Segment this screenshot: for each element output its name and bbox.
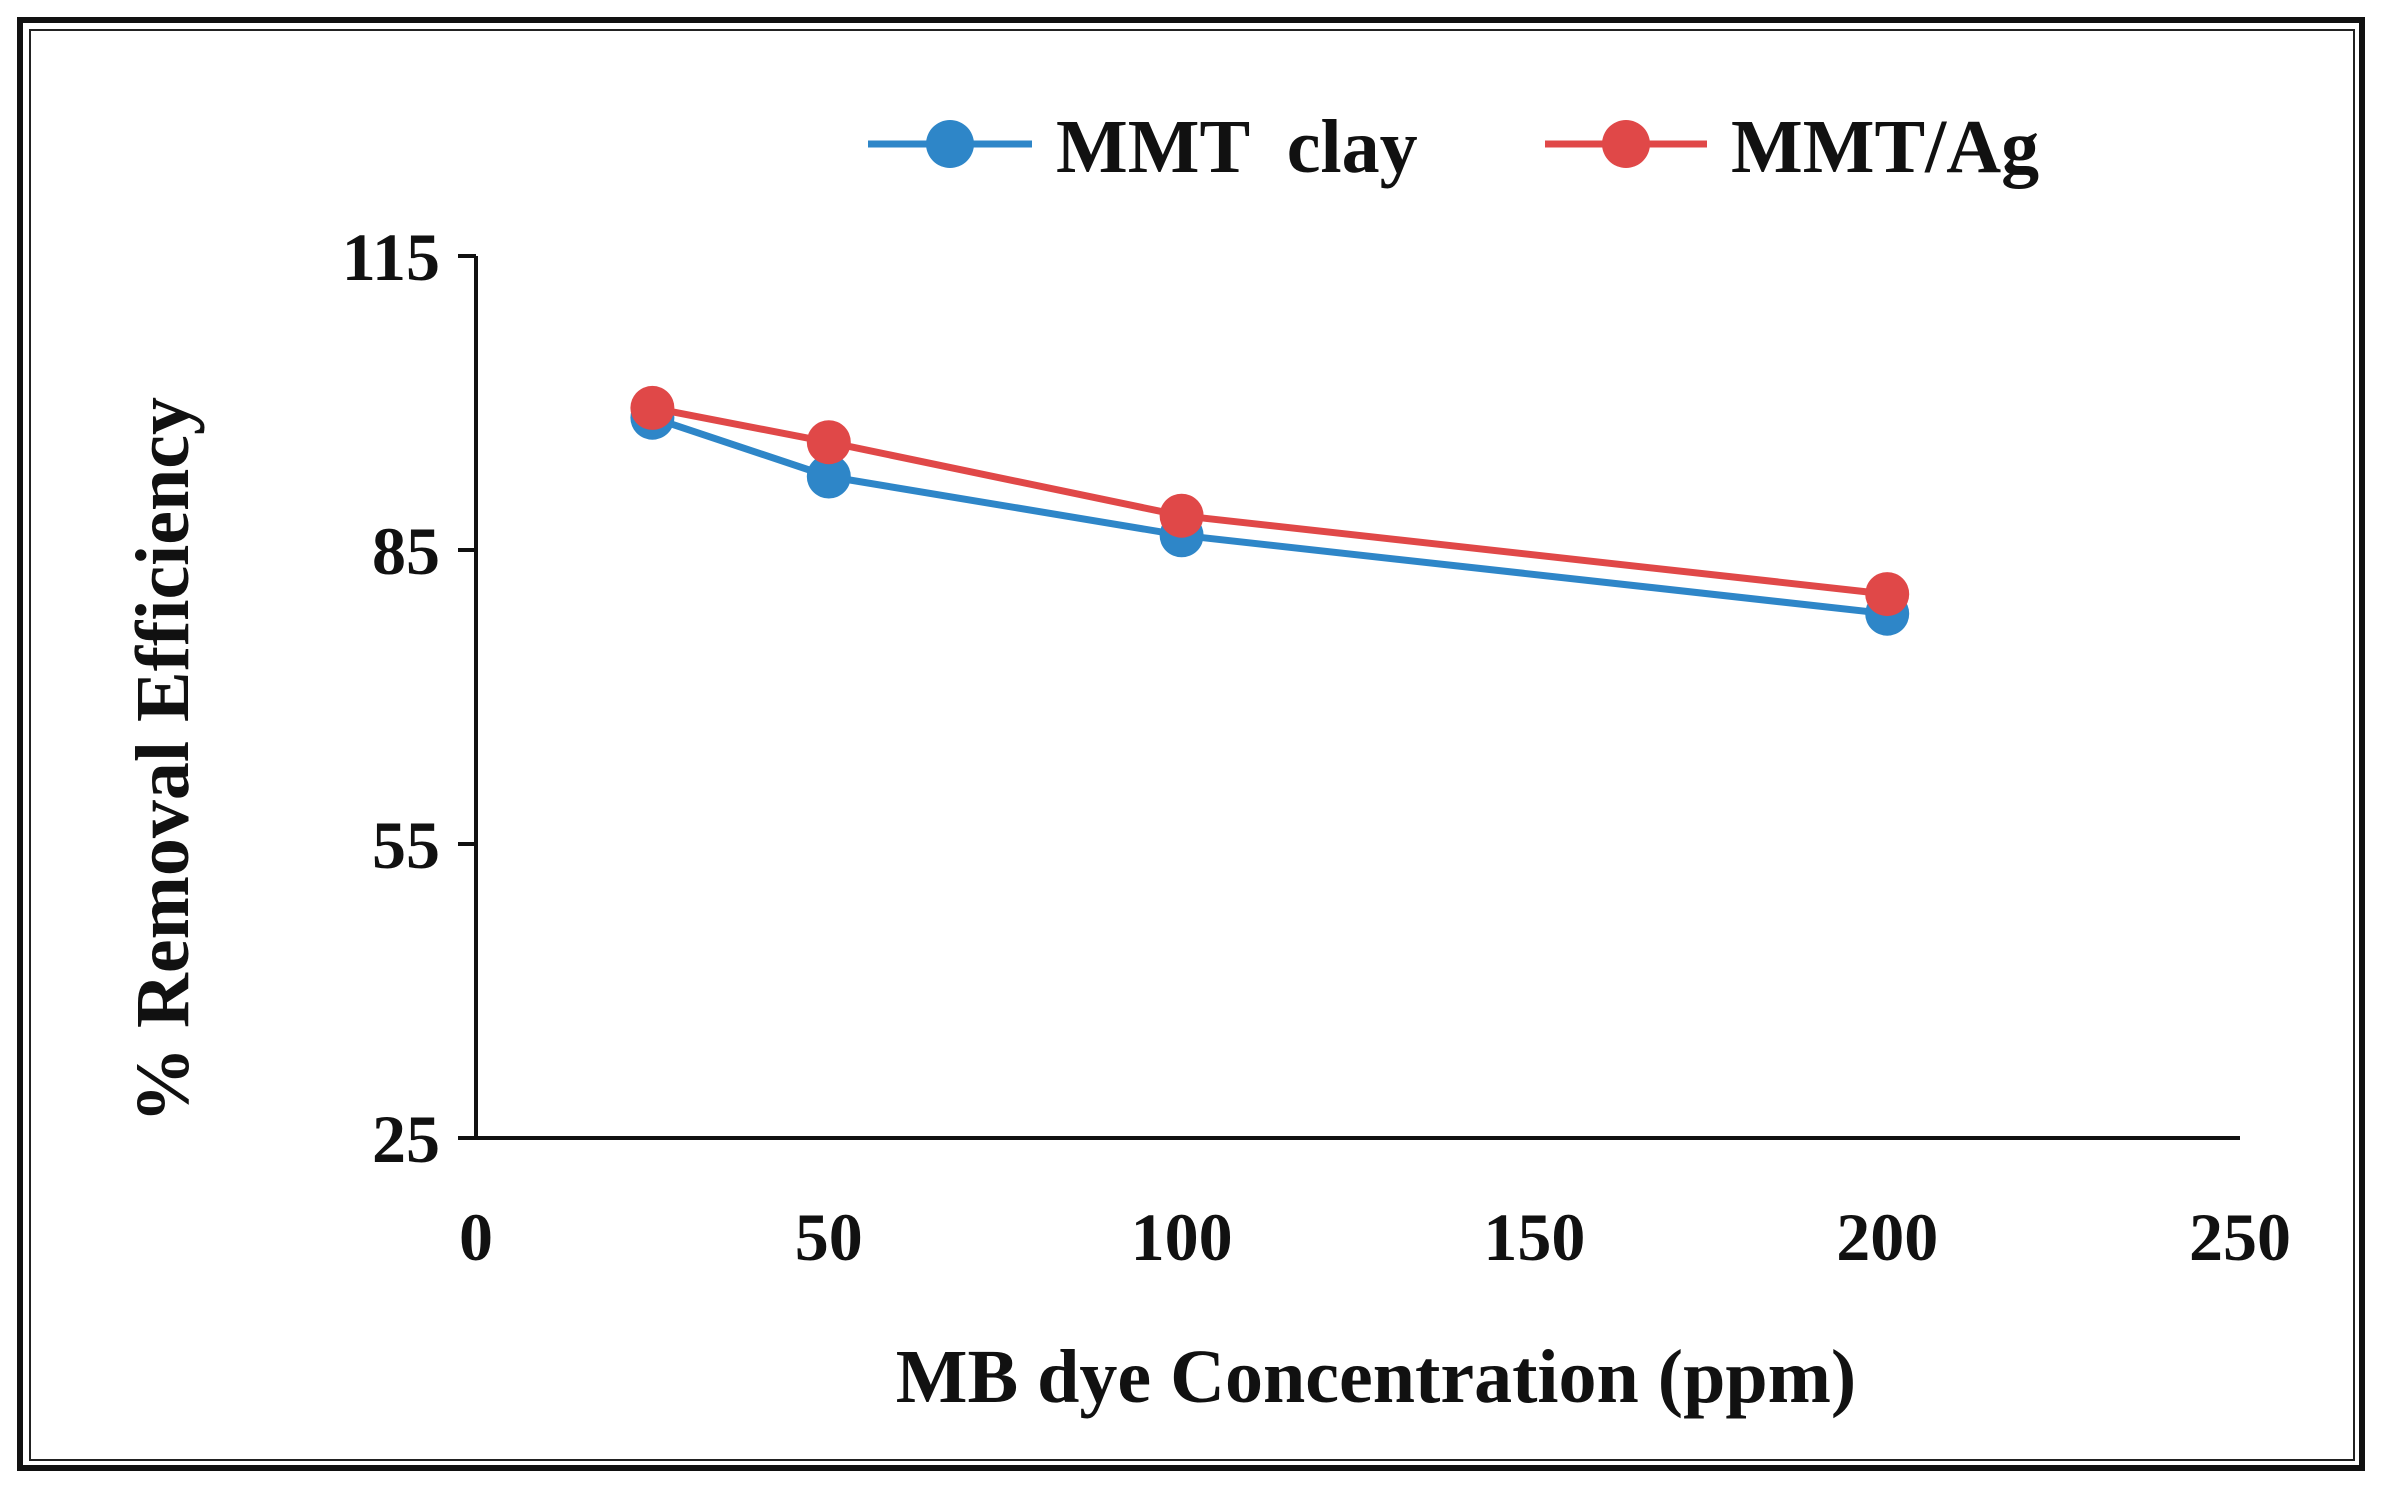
x-tick-label: 200	[1836, 1199, 1938, 1275]
data-point-mmt-ag	[806, 420, 851, 465]
x-tick-label: 150	[1483, 1199, 1585, 1275]
y-ticks: 25 55 85 115	[342, 219, 476, 1177]
series-mmt-ag	[630, 385, 1910, 617]
x-tick-label: 0	[459, 1199, 493, 1275]
legend-marker-mmt-clay	[926, 120, 974, 168]
legend: MMT clay MMT/Ag	[868, 105, 2039, 189]
x-ticks: 0 50 100 150 200 250	[459, 1199, 2291, 1275]
y-tick-label: 85	[372, 513, 440, 589]
x-tick-label: 50	[795, 1199, 863, 1275]
series-line-mmt-clay	[651, 414, 1888, 618]
legend-item-mmt-ag: MMT/Ag	[1545, 105, 2039, 189]
x-axis-title: MB dye Concentration (ppm)	[896, 1335, 1857, 1419]
data-point-mmt-ag	[1865, 572, 1910, 617]
x-tick-label: 250	[2189, 1199, 2291, 1275]
y-tick-label: 25	[372, 1101, 440, 1177]
y-axis-title: % Removal Efficiency	[121, 397, 205, 1123]
figure-inner-border	[29, 29, 2355, 1461]
y-tick-label: 55	[372, 807, 440, 883]
data-point-mmt-ag	[630, 385, 675, 430]
figure-border	[17, 17, 2365, 1471]
axes	[474, 256, 2240, 1140]
series-line-mmt-ag	[651, 404, 1888, 598]
legend-item-mmt-clay: MMT clay	[868, 105, 1418, 189]
data-point-mmt-ag	[1159, 493, 1204, 538]
data-point-mmt-clay	[806, 454, 851, 499]
legend-label-mmt-clay: MMT clay	[1056, 105, 1418, 189]
y-tick-label: 115	[342, 219, 440, 295]
legend-label-mmt-ag: MMT/Ag	[1731, 105, 2039, 189]
series-layer	[630, 385, 1910, 636]
legend-marker-mmt-ag	[1602, 120, 1650, 168]
x-tick-label: 100	[1131, 1199, 1233, 1275]
